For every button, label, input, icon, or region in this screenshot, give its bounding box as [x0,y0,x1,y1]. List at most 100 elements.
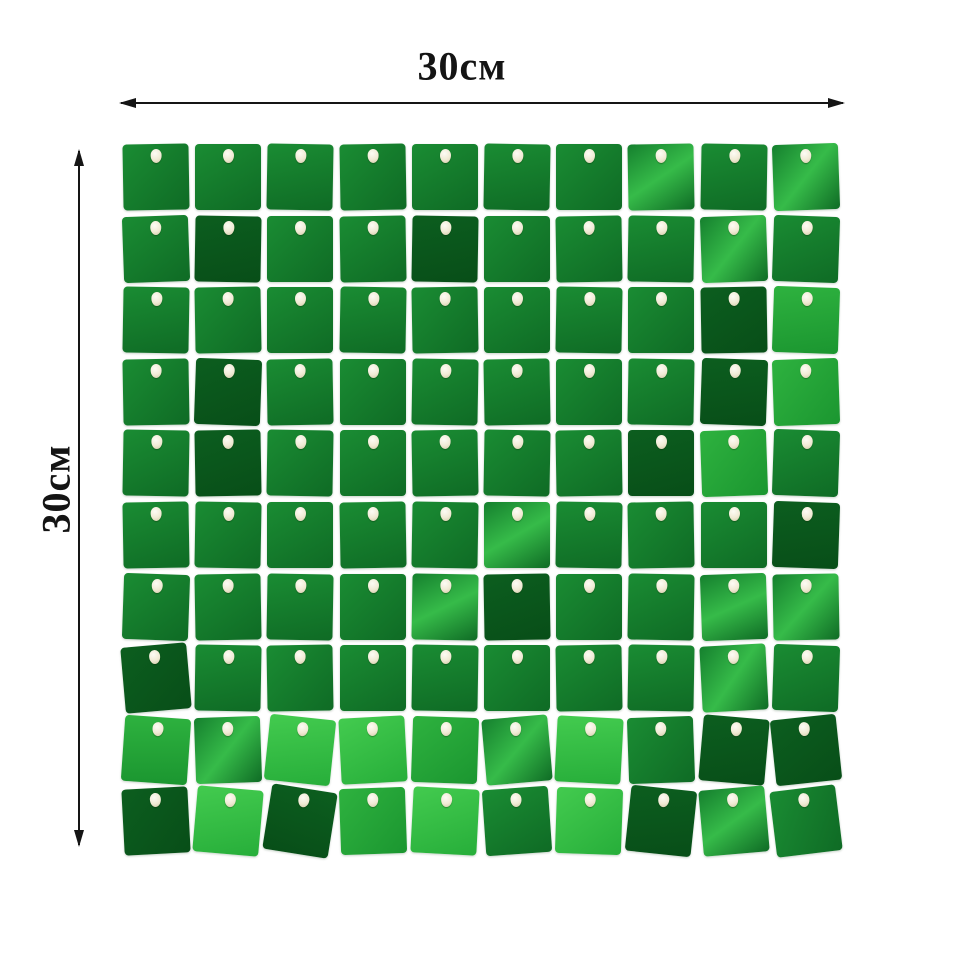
sequin-pin [224,793,237,808]
sequin-tile [771,644,840,713]
sequin-pin [150,363,162,378]
sequin-pin [584,149,596,163]
sequin-pin [367,148,379,164]
sequin-pin [583,435,595,450]
sequin-tile [339,501,407,569]
sequin-pin [440,363,452,378]
sequin-tile [122,286,190,354]
sequin-tile [772,573,840,641]
sequin-pin [583,650,595,665]
sequin-pin [440,721,452,737]
sequin-pin [222,435,234,450]
sequin-tile [194,357,263,426]
sequin-pin [295,507,307,521]
sequin-tile [411,144,478,210]
sequin-pin [727,435,740,450]
sequin-tile [771,357,840,426]
sequin-pin [295,435,307,450]
sequin-tile [483,429,551,497]
height-dimension-label: 30см [33,444,79,534]
sequin-tile [266,644,334,712]
sequin-pin [583,220,595,235]
sequin-tile [194,715,263,784]
sequin-tile [267,502,334,568]
sequin-tile [627,715,696,784]
sequin-pin [584,363,596,378]
sequin-pin [294,650,307,665]
sequin-pin [151,435,163,450]
sequin-pin [295,148,307,164]
sequin-pin [656,578,668,593]
arrowhead-left-icon [119,98,136,108]
sequin-pin [367,578,379,593]
sequin-tile [410,786,480,857]
sequin-tile [120,642,192,714]
sequin-pin [656,292,668,307]
sequin-tile [266,358,334,426]
sequin-pin [151,292,163,307]
sequin-tile [262,783,339,860]
sequin-tile [194,286,262,354]
sequin-tile [769,784,843,859]
sequin-tile [192,785,264,858]
arrowhead-right-icon [828,98,845,108]
sequin-pin [799,148,812,164]
sequin-tile [411,429,479,497]
sequin-tile [699,572,768,641]
sequin-pin [511,578,523,593]
sequin-tile [411,644,479,712]
sequin-tile [411,358,479,426]
sequin-tile [699,429,768,498]
sequin-pin [510,793,523,808]
sequin-tile [555,787,624,856]
width-dimension-arrow [119,98,845,108]
sequin-pin [656,650,668,665]
sequin-pin [223,363,236,379]
sequin-pin [366,721,378,737]
sequin-tile [484,215,550,282]
sequin-pin [366,793,379,808]
sequin-pin [149,793,162,808]
sequin-pin [509,721,522,737]
sequin-pin [656,363,668,378]
sequin-tile [339,143,407,211]
sequin-tile [483,573,551,641]
arrowhead-down-icon [74,830,84,847]
sequin-tile [484,502,550,568]
sequin-tile [555,644,623,712]
sequin-tile [411,573,479,641]
sequin-pin [584,292,596,307]
sequin-tile [122,501,190,569]
sequin-tile [697,714,770,786]
sequin-tile [555,501,623,569]
sequin-pin [440,506,452,522]
sequin-tile [699,214,768,283]
sequin-pin [439,435,451,450]
sequin-tile [194,501,262,569]
sequin-tile [556,573,623,640]
sequin-pin [801,435,813,450]
sequin-pin [148,649,161,665]
sequin-pin [440,578,452,593]
sequin-tile [627,573,695,641]
sequin-tile [121,572,191,641]
sequin-tile [339,358,406,425]
sequin-tile [121,214,191,283]
sequin-pin [512,292,523,307]
sequin-tile [481,714,553,786]
sequin-tile [339,573,406,640]
sequin-pin [367,506,379,522]
sequin-pin [727,649,739,665]
sequin-pin [801,292,813,307]
sequin-tile [771,142,840,212]
sequin-pin [729,721,743,737]
sequin-pin [295,292,307,307]
sequin-tile [627,215,695,283]
sequin-pin [584,721,597,737]
sequin-pin [297,792,311,809]
sequin-pin [657,793,671,809]
sequin-tile [339,286,407,354]
sequin-tile [555,429,623,497]
sequin-tile [627,644,695,712]
sequin-pin [511,363,523,378]
